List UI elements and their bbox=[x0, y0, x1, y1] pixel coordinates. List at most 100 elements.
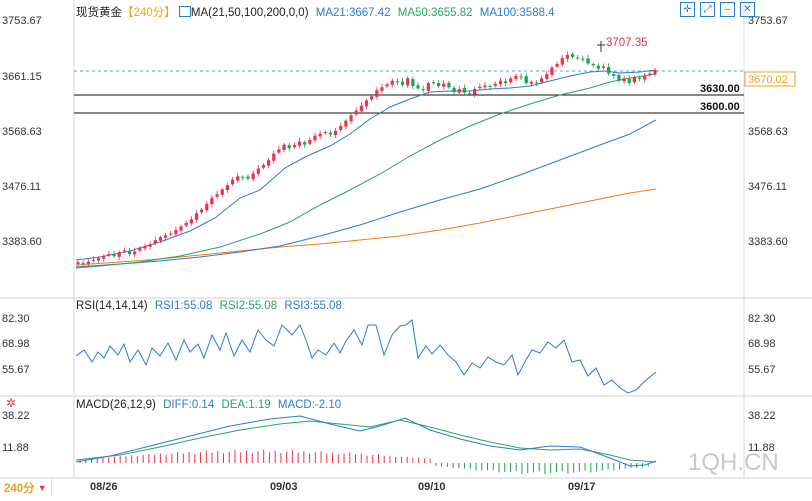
minimize-icon[interactable]: – bbox=[720, 2, 735, 17]
ma100-value: MA100:3588.4 bbox=[479, 7, 555, 19]
candle-body bbox=[545, 74, 549, 79]
ma100-line bbox=[75, 119, 657, 268]
close-icon[interactable]: ✕ bbox=[740, 2, 755, 17]
candle-body bbox=[158, 237, 163, 241]
ma-params[interactable]: MA(21,50,100,200,0,0) bbox=[190, 7, 309, 19]
period-selector-label: 240分 bbox=[4, 482, 35, 495]
macd-label-left-2: 11.88 bbox=[2, 442, 29, 454]
candle-body bbox=[272, 153, 276, 161]
candle-body bbox=[220, 189, 224, 195]
ma50-value: MA50:3655.82 bbox=[397, 7, 473, 19]
candle-body bbox=[478, 86, 482, 89]
candle-body bbox=[256, 168, 260, 174]
candle-body bbox=[457, 89, 461, 93]
candle-body bbox=[509, 78, 513, 83]
candle-body bbox=[411, 78, 415, 87]
candle-body bbox=[643, 75, 647, 80]
rsi-header: RSI(14,14,14) RSI1:55.08 RSI2:55.08 RSI3… bbox=[76, 300, 342, 312]
date-label-4: 09/17 bbox=[568, 481, 596, 493]
candle-body bbox=[406, 78, 410, 86]
candle-body bbox=[153, 240, 157, 244]
candle-body bbox=[380, 87, 384, 91]
candle-body bbox=[107, 253, 111, 256]
candle-body bbox=[282, 144, 286, 150]
candle-body bbox=[627, 78, 631, 84]
candle-body bbox=[395, 81, 400, 83]
candle-body bbox=[122, 250, 126, 252]
candle-body bbox=[375, 90, 379, 97]
candle-body bbox=[297, 141, 302, 146]
candle-body bbox=[607, 66, 611, 74]
symbol-title: 现货黄金 bbox=[76, 7, 122, 19]
ma21-value: MA21:3667.42 bbox=[315, 7, 391, 19]
candle-body bbox=[483, 85, 487, 88]
candle-body bbox=[205, 203, 209, 211]
period-tag[interactable]: 240分 bbox=[133, 7, 165, 19]
candle-body bbox=[534, 82, 539, 84]
price-label-right-4: 3476.11 bbox=[748, 181, 787, 193]
candle-body bbox=[97, 258, 101, 261]
settings-gear-icon[interactable]: ✲ bbox=[6, 396, 17, 410]
date-label-1: 08/26 bbox=[90, 481, 118, 493]
candle-body bbox=[174, 230, 178, 235]
ma50-line bbox=[75, 73, 657, 269]
rsi-label-left-1: 82.30 bbox=[2, 313, 30, 325]
candle-body bbox=[431, 82, 436, 84]
candle-body bbox=[236, 176, 240, 181]
candle-body bbox=[421, 89, 425, 91]
dif-line bbox=[75, 415, 657, 467]
candle-body bbox=[462, 88, 466, 93]
window-controls: ✛ ⤢ – ✕ bbox=[680, 2, 755, 17]
candle-body bbox=[133, 251, 137, 255]
candle-body bbox=[452, 87, 456, 93]
ma200-line bbox=[75, 188, 657, 266]
price-label-left-1: 3753.67 bbox=[2, 15, 42, 27]
indicator-icon[interactable] bbox=[178, 6, 191, 17]
candle-body bbox=[416, 85, 420, 89]
candle-body bbox=[385, 84, 389, 87]
candle-body bbox=[540, 78, 544, 83]
macd-header: MACD(26,12,9) DIFF:0.14 DEA:1.19 MACD:-2… bbox=[76, 399, 341, 411]
level-label-3630: 3630.00 bbox=[700, 83, 740, 95]
rsi-label-right-1: 82.30 bbox=[748, 313, 776, 325]
candle-body bbox=[550, 67, 554, 75]
candle-body bbox=[612, 74, 616, 76]
candle-body bbox=[364, 100, 369, 107]
macd-label-left-1: 38.22 bbox=[2, 410, 30, 422]
candle-body bbox=[570, 54, 575, 57]
candle-body bbox=[426, 83, 430, 91]
rsi2-value: RSI2:55.08 bbox=[219, 300, 278, 312]
current-price-label: 3670.02 bbox=[748, 74, 788, 86]
crosshair-icon[interactable]: ✛ bbox=[680, 2, 695, 17]
price-label-left-3: 3568.63 bbox=[2, 126, 42, 138]
candle-body bbox=[225, 185, 230, 191]
candle-body bbox=[591, 63, 595, 66]
rsi-label-right-2: 68.98 bbox=[748, 338, 776, 350]
macd-title[interactable]: MACD(26,12,9) bbox=[76, 399, 156, 411]
candle-body bbox=[112, 254, 116, 257]
candle-body bbox=[473, 89, 477, 95]
price-label-left-5: 3383.60 bbox=[2, 236, 42, 248]
zoom-icon[interactable]: ⤢ bbox=[700, 2, 715, 17]
candle-body bbox=[210, 197, 214, 205]
candle-body bbox=[102, 256, 106, 259]
candle-body bbox=[390, 80, 394, 85]
candle-body bbox=[586, 58, 590, 64]
chevron-down-icon: ▼ bbox=[37, 482, 47, 493]
peak-label: 3707.35 bbox=[606, 37, 648, 49]
candle-body bbox=[246, 176, 250, 179]
price-label-left-2: 3661.15 bbox=[2, 71, 42, 83]
candle-body bbox=[498, 80, 503, 85]
candle-body bbox=[308, 139, 312, 144]
price-label-right-3: 3568.63 bbox=[748, 126, 788, 138]
chart-header: 现货黄金【240分】 MA(21,50,100,200,0,0) MA21:36… bbox=[76, 6, 555, 19]
candle-body bbox=[596, 65, 600, 69]
ma21-line bbox=[75, 69, 657, 261]
rsi-title[interactable]: RSI(14,14,14) bbox=[76, 300, 148, 312]
candle-body bbox=[138, 247, 142, 251]
macd-histogram bbox=[79, 449, 649, 475]
candle-body bbox=[524, 76, 528, 84]
candle-body bbox=[576, 57, 580, 59]
candle-body bbox=[442, 83, 446, 87]
period-selector-button[interactable]: 240分 ▼ bbox=[0, 479, 52, 496]
